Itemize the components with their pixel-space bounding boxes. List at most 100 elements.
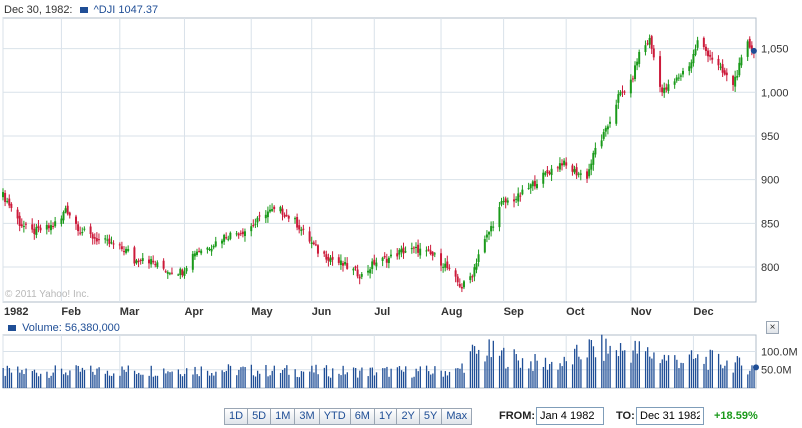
volume-bar: [121, 366, 123, 388]
candle-body: [661, 87, 664, 93]
volume-bar: [298, 377, 300, 388]
range-button-2y[interactable]: 2Y: [397, 408, 420, 425]
candle-body: [679, 75, 682, 77]
volume-bar: [503, 347, 505, 388]
volume-bar: [31, 371, 34, 388]
volume-bar: [256, 370, 259, 388]
volume-bar: [21, 370, 23, 388]
volume-bar: [532, 370, 534, 388]
volume-bar: [50, 375, 52, 388]
volume-bar: [8, 368, 11, 388]
volume-bar: [530, 361, 532, 388]
volume-bar: [265, 364, 267, 388]
range-button-1d[interactable]: 1D: [224, 408, 249, 425]
candle-body: [412, 247, 415, 249]
volume-bar: [163, 368, 165, 388]
candle-body: [711, 57, 714, 60]
range-button-5d[interactable]: 5D: [248, 408, 272, 425]
volume-bar: [225, 370, 227, 388]
volume-bar: [542, 366, 545, 388]
candle-body: [271, 209, 274, 211]
volume-bar: [647, 347, 649, 388]
last-volume-dot: [753, 364, 759, 371]
price-x-axis: 1982 Feb Mar Apr May Jun Jul Aug Sep Oct Nov Dec: [4, 306, 714, 318]
volume-bar: [342, 365, 344, 388]
candle-body: [577, 173, 580, 175]
volume-bar: [697, 354, 699, 388]
candle-body: [344, 262, 347, 265]
volume-bar: [753, 365, 755, 388]
candle-body: [179, 268, 182, 276]
volume-bar: [46, 371, 48, 388]
volume-bar: [457, 368, 459, 388]
candle-body: [279, 206, 282, 212]
candle-body: [709, 54, 712, 57]
candle-body: [440, 253, 443, 266]
volume-bar: [375, 372, 378, 388]
candle-body: [485, 234, 488, 238]
candle-body: [504, 198, 507, 203]
candle-body: [239, 233, 242, 235]
candle-body: [2, 192, 4, 198]
range-button-3m[interactable]: 3M: [295, 408, 320, 425]
close-volume-button[interactable]: ×: [766, 321, 779, 334]
candle-body: [615, 104, 618, 124]
range-button-5y[interactable]: 5Y: [419, 408, 443, 425]
volume-bar: [674, 355, 676, 388]
volume-bar: [206, 370, 209, 388]
volume-bar: [227, 364, 230, 388]
range-button-6m[interactable]: 6M: [350, 408, 375, 425]
volume-bar: [661, 359, 663, 388]
range-button-max[interactable]: Max: [442, 408, 473, 425]
volume-bar: [62, 374, 65, 388]
candle-body: [606, 126, 609, 130]
volume-bar: [196, 374, 198, 388]
candle-body: [619, 92, 622, 95]
candle-body: [431, 251, 434, 256]
to-date-input[interactable]: [636, 407, 704, 425]
candle-body: [375, 262, 378, 267]
candle-body: [314, 244, 317, 246]
candle-body: [37, 225, 40, 228]
candle-body: [535, 184, 538, 189]
volume-bar: [25, 368, 27, 388]
candle-body: [398, 250, 401, 255]
volume-bar: [273, 365, 275, 388]
candle-body: [648, 37, 651, 45]
candle-body: [252, 225, 255, 227]
volume-bar: [469, 351, 472, 388]
candle-body: [229, 232, 232, 239]
volume-bar: [521, 358, 524, 388]
range-button-ytd[interactable]: YTD: [319, 408, 351, 425]
candle-body: [164, 271, 167, 273]
candle-body: [433, 253, 436, 255]
volume-bar: [398, 366, 401, 388]
last-price-dot: [750, 47, 757, 54]
volume-grid: [2, 334, 757, 389]
candle-body: [296, 217, 299, 228]
candle-body: [381, 257, 384, 261]
from-date-input[interactable]: [536, 407, 604, 425]
volume-bar: [323, 367, 326, 388]
price-x-tick-label: Nov: [631, 306, 653, 318]
candle-body: [310, 242, 313, 245]
candle-body: [694, 49, 697, 55]
candle-body: [227, 238, 230, 240]
volume-bar: [565, 361, 567, 388]
candle-body: [604, 127, 607, 132]
candle-body: [692, 53, 695, 64]
candle-body: [600, 140, 603, 147]
candle-body: [360, 273, 363, 277]
candle-body: [225, 237, 228, 239]
volume-bar: [96, 368, 98, 388]
range-button-1y[interactable]: 1Y: [374, 408, 398, 425]
volume-bar: [557, 369, 559, 388]
candle-body: [210, 248, 213, 252]
candle-body: [734, 76, 737, 87]
volume-bar: [108, 375, 111, 388]
volume-bar: [402, 371, 405, 388]
candle-body: [208, 248, 211, 250]
range-button-1m[interactable]: 1M: [271, 408, 296, 425]
volume-bar: [181, 376, 184, 388]
